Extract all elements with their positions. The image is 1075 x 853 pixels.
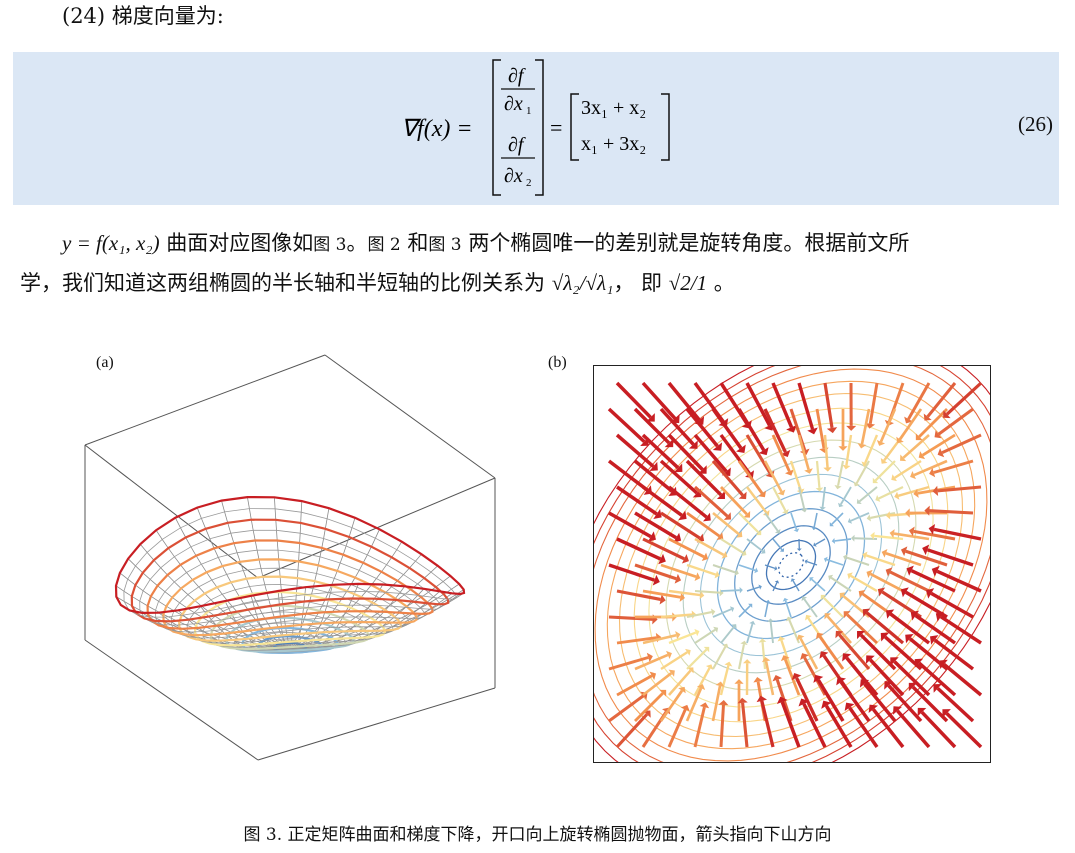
para-text-1c: 和	[400, 231, 429, 255]
matrix-row-2: x₁ + 3x₂	[581, 133, 646, 155]
plot-frame	[593, 365, 991, 763]
surface-expression: y = f(x₁, x₂)	[62, 231, 160, 255]
panel-b-label: (b)	[548, 354, 567, 371]
ratio-expression: √λ₂/√λ₁	[551, 271, 614, 295]
ratio-value: √2/1	[668, 271, 708, 295]
partial-x2: ∂x	[504, 165, 523, 187]
section-heading: (24) 梯度向量为:	[62, 4, 224, 28]
partial-f-1: ∂f	[508, 65, 526, 87]
para-text-2a: 学，我们知道这两组椭圆的半长轴和半短轴的比例关系为	[20, 271, 552, 295]
para-text-1d: 两个椭圆唯一的差别就是旋转角度。根据前文所	[461, 231, 910, 255]
partial-f-2: ∂f	[508, 134, 526, 156]
para-text-2b: ， 即	[613, 271, 669, 295]
figure-caption: 图 3. 正定矩阵曲面和梯度下降，开口向上旋转椭圆抛物面，箭头指向下山方向	[243, 825, 832, 845]
svg-text:1: 1	[526, 105, 532, 117]
equation-lhs: ∇f(x) =	[401, 116, 473, 142]
equation-number: (26)	[1018, 112, 1053, 136]
fig3-link-b[interactable]: 图 3	[428, 235, 462, 255]
surface-3d-plot	[84, 354, 496, 761]
gradient-equation: ∇f(x) = ∂f ∂x 1 ∂f ∂x 2 = 3x₁ + x₂ x₁ + …	[401, 59, 670, 196]
panel-a-label: (a)	[96, 354, 114, 371]
partial-x1: ∂x	[504, 93, 523, 115]
svg-text:=: =	[550, 115, 562, 140]
fig2-link[interactable]: 图 2	[367, 235, 401, 255]
body-paragraph: y = f(x₁, x₂) 曲面对应图像如图 3。图 2 和图 3 两个椭圆唯一…	[20, 224, 1060, 302]
para-text-1a: 曲面对应图像如	[159, 231, 314, 255]
para-text-1b: 。	[346, 231, 368, 255]
contour-gradient-plot	[593, 365, 991, 763]
equation-box: ∇f(x) = ∂f ∂x 1 ∂f ∂x 2 = 3x₁ + x₂ x₁ + …	[13, 52, 1059, 205]
svg-text:2: 2	[526, 177, 532, 189]
para-text-2c: 。	[707, 271, 735, 295]
fig3-link-a[interactable]: 图 3	[313, 235, 347, 255]
matrix-row-1: 3x₁ + x₂	[581, 97, 646, 119]
